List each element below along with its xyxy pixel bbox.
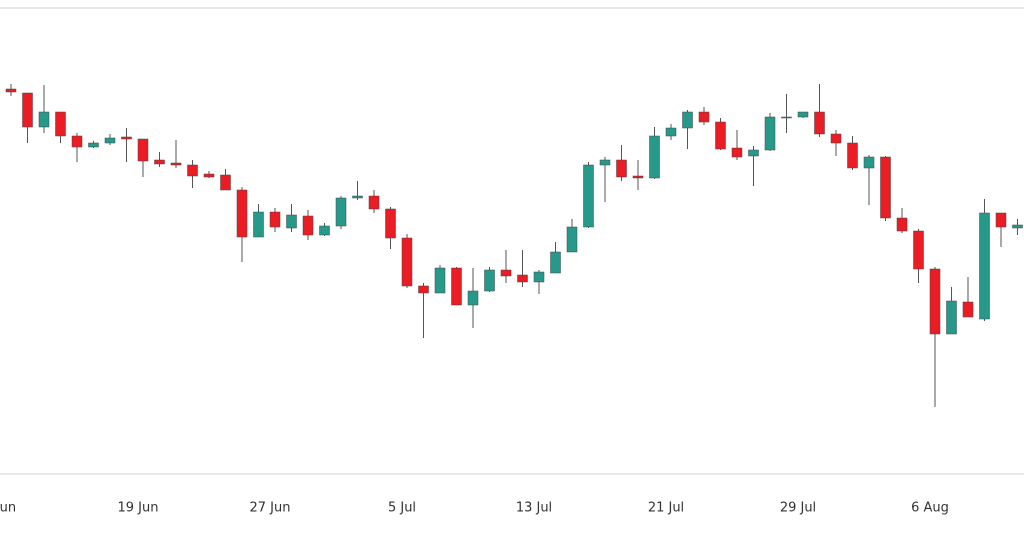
x-tick-label: 6 Aug [911, 501, 949, 516]
candle-body [55, 111, 66, 137]
candle-body [5, 88, 17, 93]
x-tick-label: 27 Jun [250, 501, 291, 516]
candle-body [203, 173, 215, 178]
candle-body [715, 121, 726, 150]
x-tick-label: 29 Jul [780, 501, 816, 516]
candle-body [38, 111, 50, 128]
candle-body [137, 138, 149, 162]
candle-body [748, 149, 759, 157]
candle-body [847, 142, 858, 169]
candle-body [929, 268, 941, 335]
candle-body [682, 111, 693, 129]
candle-body [335, 197, 347, 227]
candle-body [533, 271, 545, 283]
candle-body [467, 290, 479, 306]
candle-body [121, 136, 132, 140]
x-tick-label: 19 Jun [118, 501, 159, 516]
x-tick-label: 13 Jul [516, 501, 552, 516]
x-tick-label: Jun [0, 501, 16, 516]
candle-body [302, 215, 314, 236]
candle-body [599, 159, 611, 166]
candle-body [896, 217, 908, 232]
candle-body [880, 156, 891, 219]
candle-body [632, 175, 644, 179]
candle-body [269, 211, 281, 228]
candle-body [731, 147, 743, 158]
candle-body [962, 301, 974, 318]
candle-body [368, 195, 380, 210]
candle-body [104, 137, 116, 144]
candle-body [500, 269, 512, 277]
candle-body [484, 269, 495, 292]
candle-body [830, 133, 842, 144]
candle-body [797, 111, 809, 118]
candle-body [385, 208, 396, 239]
candle-body [236, 189, 248, 238]
candle-body [434, 267, 446, 294]
candle-body [22, 92, 33, 128]
candle-body [946, 300, 957, 335]
candle-body [764, 116, 776, 151]
candle-body [583, 164, 594, 228]
candle-body [451, 267, 462, 306]
candle-body [616, 159, 627, 178]
candle-body [154, 159, 165, 165]
candle-body [418, 285, 429, 294]
candle-body [187, 164, 198, 177]
candle-body [88, 142, 99, 148]
candle-body [566, 226, 578, 253]
candle-body [814, 111, 825, 135]
candle-body [401, 237, 413, 287]
candle-body [352, 195, 363, 199]
candle-body [517, 274, 528, 283]
candle-body [170, 162, 182, 166]
candle-body [979, 212, 990, 320]
x-tick-label: 5 Jul [388, 501, 416, 516]
candle-body [550, 251, 561, 274]
candle-body [665, 127, 677, 137]
candle-body [649, 135, 660, 179]
candle-body [698, 111, 710, 123]
candle-body [71, 135, 83, 148]
candle-body [286, 214, 297, 229]
candle-body [253, 211, 264, 238]
candle-body [863, 156, 875, 169]
candle-body [913, 230, 924, 270]
candle-body [319, 225, 330, 236]
x-tick-label: 21 Jul [648, 501, 684, 516]
candle-body [1012, 224, 1023, 229]
candle-body [781, 116, 792, 119]
candle-body [220, 174, 231, 191]
candle-body [995, 212, 1007, 228]
